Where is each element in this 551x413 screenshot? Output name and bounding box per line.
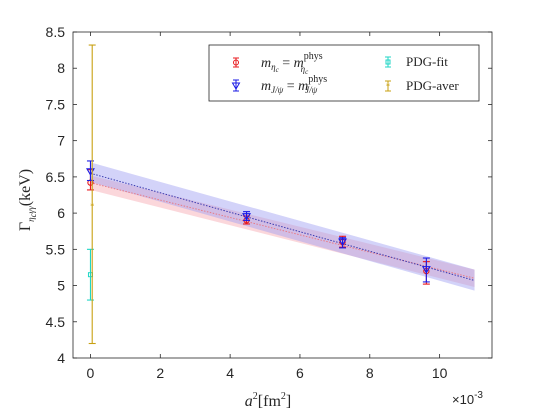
legend-blue-label: mJ/ψ = mphys J/ψ [261,74,327,95]
legend-red-msub: η [271,62,276,72]
y-axis-label-sub2: c [28,213,38,217]
y-tick-label-6: 7 [57,133,65,149]
x-multiplier-exp: -3 [474,390,483,401]
y-tick-label-4: 6 [57,205,65,221]
y-axis-label-sub3: γγ [26,206,36,214]
x-axis-label-unit: [fm [258,393,282,410]
fit-line-band_blue [90,172,475,281]
x-tick-label-2: 4 [226,365,234,381]
legend-cyan-label: PDG-fit [406,54,448,69]
plot-frame [72,31,493,359]
legend-red-marker [233,59,239,66]
y-tick-label-9: 8.5 [46,24,66,40]
x-multiplier-base: ×10 [452,392,474,407]
legend-entry-cyan: PDG-fit [385,54,448,69]
x-axis-label-unit-sup: 2 [281,391,286,402]
legend-red-m2sub: η [301,64,306,74]
marker-blue-1 [242,213,251,221]
legend-blue-m: m [261,79,271,94]
legend-blue-sup: phys [308,74,327,85]
legend-blue-m2: m [298,79,308,94]
x-tick-label-4: 8 [366,365,374,381]
legend-blue-msub: J/ψ [271,85,283,95]
legend-red-label: mηc = mphys ηc [261,51,323,76]
data-points: * [86,44,431,345]
point-blue-1 [242,211,251,221]
legend-blue-m2sub: J/ψ [305,85,317,95]
marker-blue-2 [338,238,348,247]
point-cyan-0 [86,248,94,301]
y-tick-label-8: 8 [57,60,65,76]
x-axis-label-base: a [245,393,253,410]
marker-blue-3 [421,266,431,274]
legend-gold-marker: * [386,82,390,91]
legend-red-sup: phys [304,51,323,62]
legend-red-m: m [261,56,271,71]
y-axis-label: Γηcγγ(keV) [17,169,38,231]
legend-entry-gold: * PDG-aver [385,78,459,93]
x-tick-label-0: 0 [87,365,95,381]
point-gold-0: * [88,44,96,345]
y-tick-label-7: 7.5 [46,96,66,112]
y-tick-label-5: 6.5 [46,169,66,185]
legend-entry-red: mηc = mphys ηc [233,51,323,76]
y-tick-label-0: 4 [57,350,65,366]
x-axis-label-unit-end: ] [286,393,291,410]
legend-blue-eq: = [283,79,298,94]
y-axis-label-base: Γ [17,222,34,231]
marker-gold-0: * [90,202,94,211]
y-axis-ticks: 4 4.5 5 5.5 6 6.5 7 7.5 8 8.5 [46,24,492,366]
legend-red-m2: m [294,56,304,71]
x-axis-label: a2[fm2] [245,391,291,410]
x-tick-label-5: 10 [432,365,448,381]
point-blue-2 [338,237,348,249]
legend-gold-label: PDG-aver [406,78,459,93]
y-tick-label-3: 5.5 [46,241,66,257]
point-blue-3 [421,257,431,283]
x-axis-label-sup: 2 [253,391,258,402]
legend-box [208,44,480,102]
legend-red-eq: = [279,56,294,71]
legend: mηc = mphys ηc mJ/ψ = mphys J/ψ PDG-fit [208,44,480,102]
y-axis-label-unit: (keV) [17,169,34,206]
x-axis-multiplier: ×10-3 [452,390,483,407]
legend-red-m2sub2: c [305,68,309,76]
x-tick-label-3: 6 [296,365,304,381]
legend-cyan-marker [385,59,391,65]
y-tick-label-2: 5 [57,278,65,294]
y-axis-label-sub: η [26,217,36,222]
fit-band-band_red [90,175,475,288]
x-axis-ticks: 0 2 4 6 8 10 [87,32,448,381]
legend-entry-blue: mJ/ψ = mphys J/ψ [231,74,327,95]
fit-lines [90,172,475,281]
legend-red-msub2: c [276,66,280,74]
x-tick-label-1: 2 [156,365,164,381]
y-tick-label-1: 4.5 [46,314,66,330]
legend-blue-marker [231,82,241,90]
